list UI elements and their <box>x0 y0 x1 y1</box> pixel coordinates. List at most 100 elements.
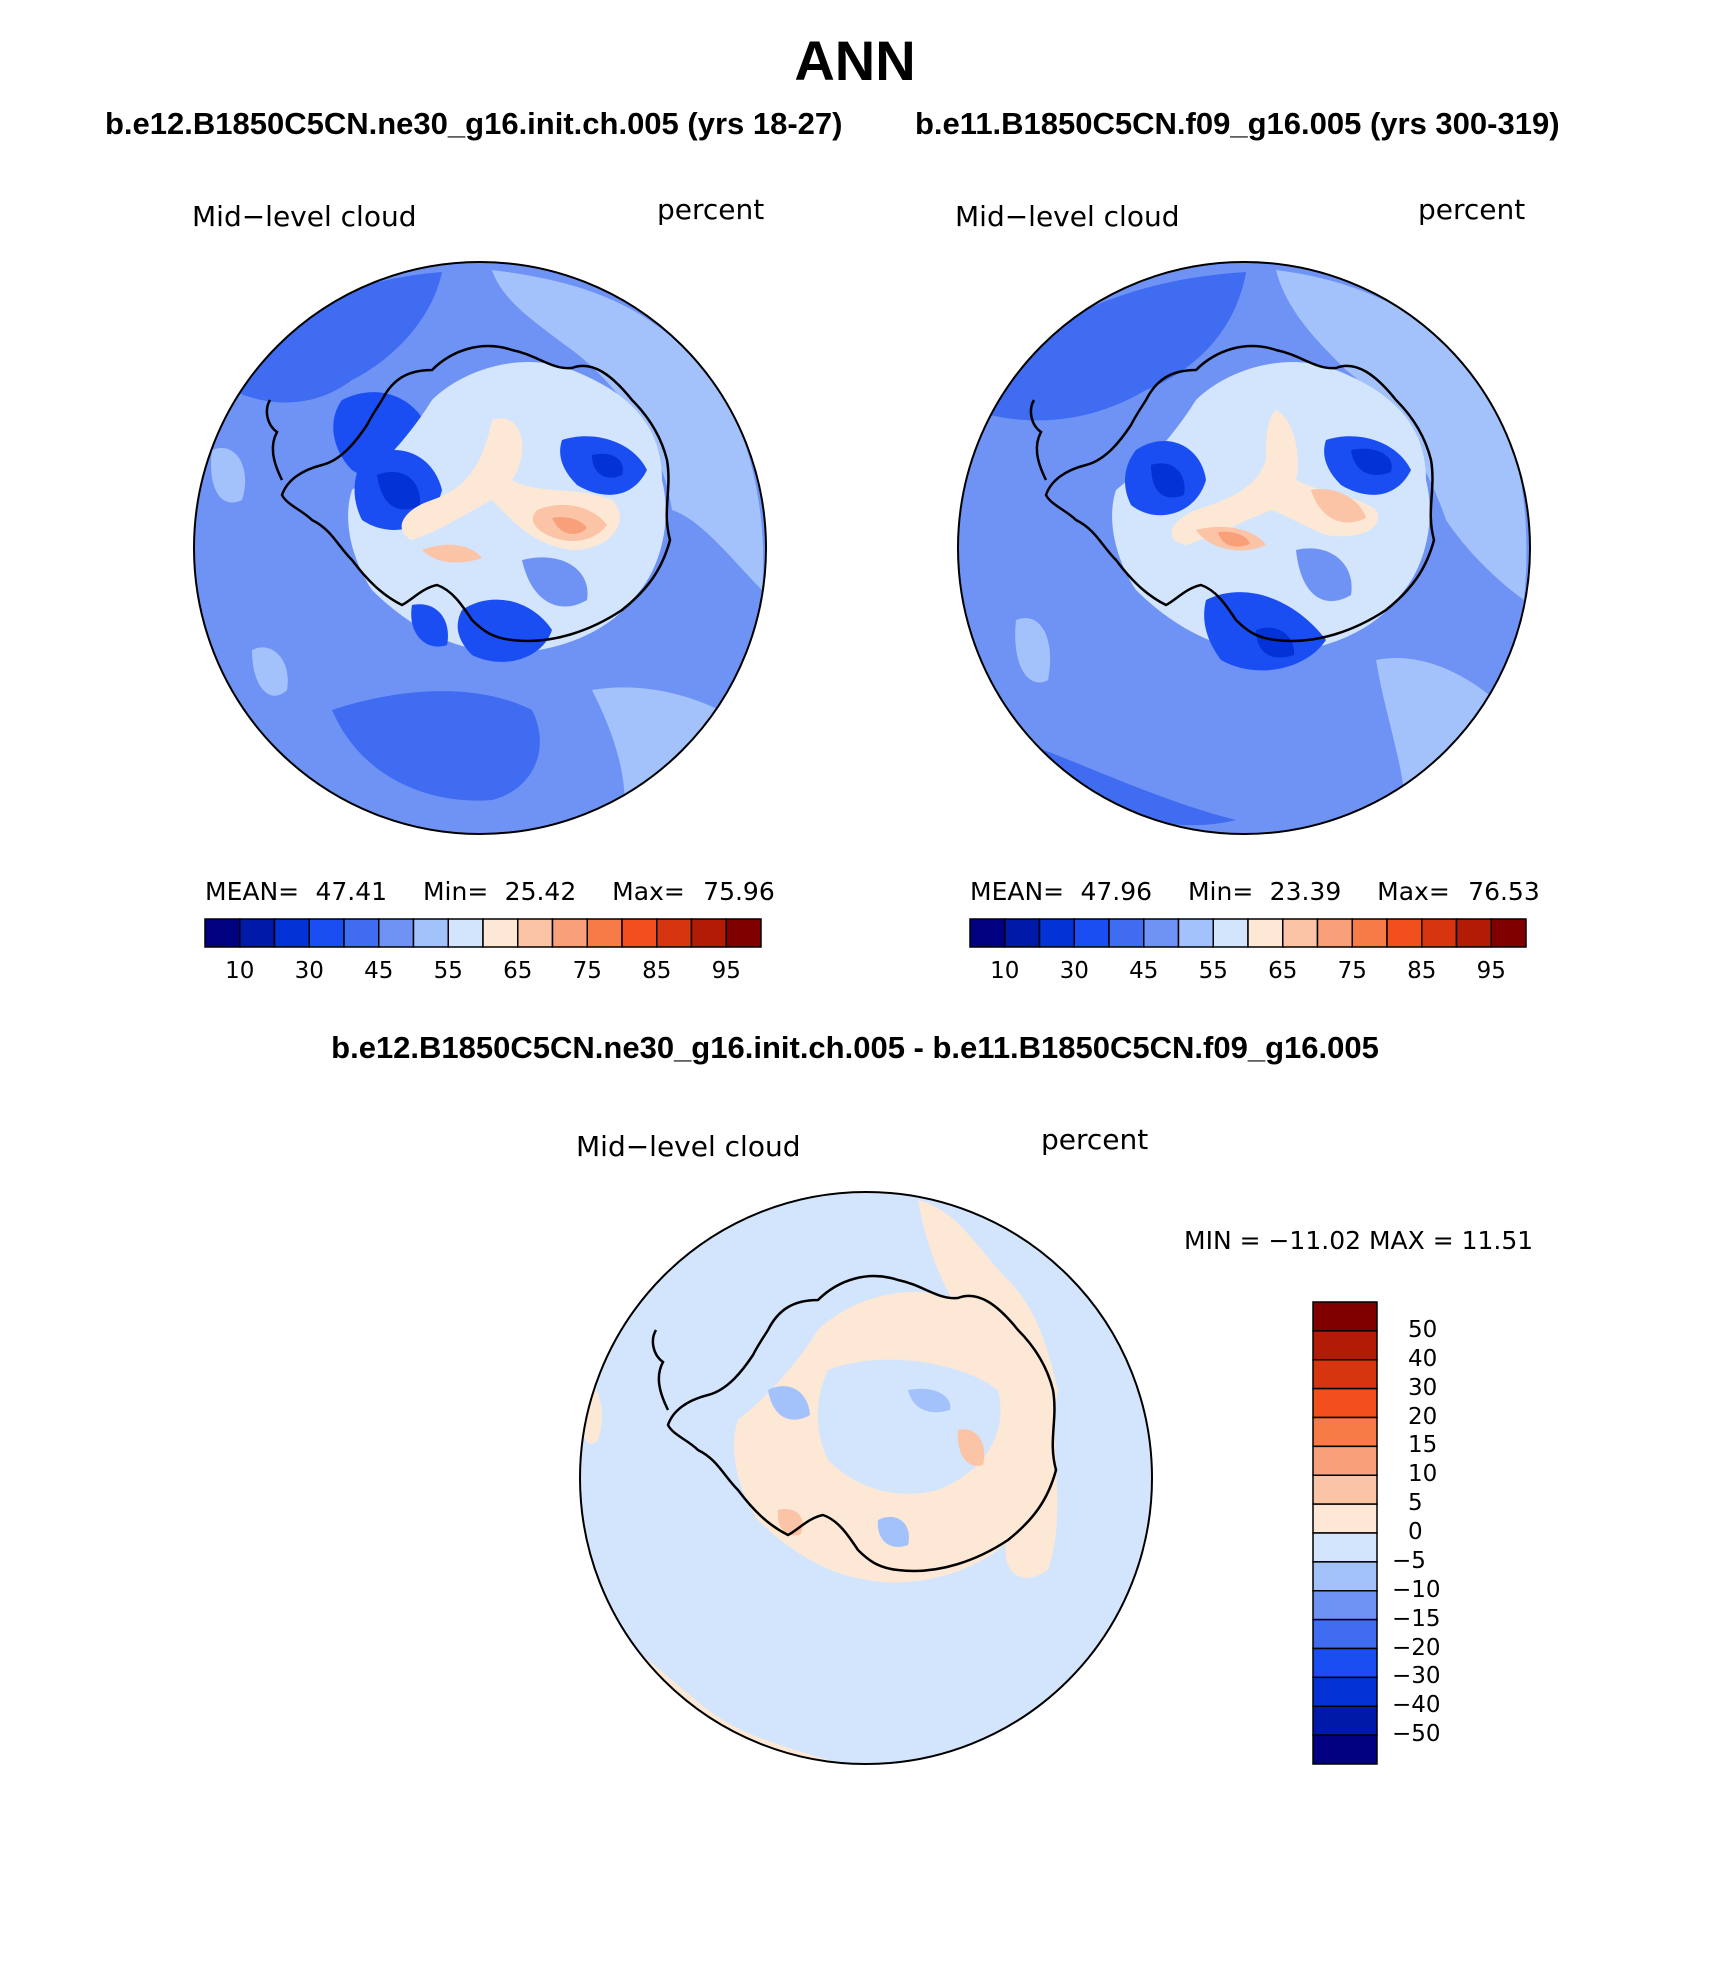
variable-label-right: Mid−level cloud <box>955 200 1180 233</box>
max-value: 75.96 <box>703 877 775 906</box>
colorbar-swatch <box>1312 1416 1378 1448</box>
mean-value: 47.41 <box>315 877 388 906</box>
colorbar-tick-label: 95 <box>1476 958 1506 984</box>
map-contour-band <box>957 1429 985 1466</box>
max-value: 76.53 <box>1468 877 1540 906</box>
coastline <box>651 1329 670 1411</box>
map-contour-band <box>817 1359 1001 1494</box>
colorbar-tick-label: −50 <box>1392 1721 1441 1748</box>
colorbar-swatch <box>1351 918 1388 948</box>
map-contour-band <box>252 647 288 696</box>
colorbar-tick-label: −30 <box>1392 1663 1441 1690</box>
map-contour-band <box>411 604 448 647</box>
colorbar-swatch <box>969 918 1006 948</box>
figure-title: ANN <box>794 29 916 92</box>
map-contour-band <box>522 557 588 607</box>
map-contour-band <box>1218 531 1250 547</box>
colorbar-swatch <box>1386 918 1423 948</box>
variable-label-diff: Mid−level cloud <box>576 1130 801 1163</box>
map-contour-band <box>1276 270 1527 600</box>
colorbar-tick-label: 95 <box>711 958 741 984</box>
colorbar-tick-label: 55 <box>1198 958 1228 984</box>
map-contour-band <box>422 544 482 563</box>
units-label-diff: percent <box>1041 1123 1149 1156</box>
colorbar-tick-label: 10 <box>225 958 255 984</box>
map-contour-band <box>1311 489 1366 523</box>
units-label-right: percent <box>1418 193 1526 226</box>
colorbar-swatch <box>447 918 484 948</box>
colorbar-swatch <box>1312 1359 1378 1390</box>
colorbar-swatch <box>1004 918 1041 948</box>
colorbar-swatch <box>1312 1561 1378 1592</box>
colorbar-tick-label: 30 <box>294 958 324 984</box>
colorbar-tick-label: 75 <box>1337 958 1367 984</box>
colorbar-ticks-left: 10 30 45 55 65 75 85 95 <box>203 958 763 988</box>
case-title-left: b.e12.B1850C5CN.ne30_g16.init.ch.005 (yr… <box>105 106 843 141</box>
colorbar-tick-label: 10 <box>1408 1461 1438 1488</box>
colorbar-tick-label: 65 <box>503 958 533 984</box>
min-value: 23.39 <box>1269 877 1342 906</box>
coastline <box>1044 344 1436 643</box>
colorbar-swatch <box>482 918 519 948</box>
min-value: 25.42 <box>504 877 577 906</box>
map-boundary <box>579 1191 1153 1765</box>
colorbar-swatch <box>1312 1445 1378 1476</box>
map-contour-band <box>1256 627 1295 658</box>
colorbar-swatch <box>204 918 241 948</box>
colorbar-swatch <box>1312 1503 1378 1534</box>
colorbar-tick-label: −10 <box>1392 1576 1441 1603</box>
colorbar-swatch <box>1455 918 1492 948</box>
colorbar-swatch <box>1312 1647 1378 1679</box>
colorbar-left <box>204 918 762 948</box>
colorbar-tick-label: −40 <box>1392 1692 1441 1719</box>
colorbar-swatch <box>1212 918 1249 948</box>
colorbar-swatch <box>1312 1618 1378 1650</box>
colorbar-tick-label: 55 <box>433 958 463 984</box>
map-contour-band <box>1296 548 1352 602</box>
colorbar-tick-label: 5 <box>1408 1490 1423 1517</box>
map-contour-band <box>592 453 623 478</box>
colorbar-swatch <box>551 918 588 948</box>
colorbar-swatch <box>1143 918 1180 948</box>
min-label: Min= <box>422 877 489 906</box>
map-contour-band <box>1376 658 1506 820</box>
map-contour-band <box>492 270 764 590</box>
diff-min-max: MIN = −11.02 MAX = 11.51 <box>1184 1226 1534 1255</box>
colorbar-tick-label: 10 <box>990 958 1020 984</box>
colorbar-swatch <box>1312 1330 1378 1361</box>
polar-map-left <box>193 261 767 835</box>
coastline <box>265 399 284 481</box>
colorbar-swatch <box>343 918 380 948</box>
coastline <box>666 1274 1058 1573</box>
colorbar-swatch <box>725 918 762 948</box>
map-boundary <box>193 261 767 835</box>
colorbar-swatch <box>1177 918 1214 948</box>
difference-title: b.e12.B1850C5CN.ne30_g16.init.ch.005 - b… <box>331 1030 1379 1065</box>
stats-left: MEAN= 47.41 Min= 25.42 Max= 75.96 <box>205 877 775 906</box>
colorbar-swatch <box>1282 918 1319 948</box>
colorbar-difference <box>1312 1301 1378 1765</box>
colorbar-tick-label: 30 <box>1408 1374 1438 1401</box>
stats-right: MEAN= 47.96 Min= 23.39 Max= 76.53 <box>970 877 1540 906</box>
colorbar-swatch <box>1312 1301 1378 1332</box>
map-contour-band <box>908 1388 951 1413</box>
min-label: Min= <box>1187 877 1254 906</box>
coastline <box>1029 399 1048 481</box>
colorbar-swatch <box>1316 918 1353 948</box>
colorbar-swatch <box>1312 1532 1378 1563</box>
map-contour-band <box>1151 463 1185 498</box>
map-contour-band <box>971 272 1246 421</box>
colorbar-tick-label: 20 <box>1408 1403 1438 1430</box>
colorbar-swatch <box>1038 918 1075 948</box>
mean-value: 47.96 <box>1080 877 1153 906</box>
map-contour-band <box>552 517 587 534</box>
colorbar-swatch <box>690 918 727 948</box>
colorbar-swatch <box>378 918 415 948</box>
mean-label: MEAN= <box>205 877 300 906</box>
colorbar-swatch <box>1421 918 1458 948</box>
colorbar-swatch <box>1312 1387 1378 1419</box>
map-contour-band <box>377 471 421 510</box>
colorbar-tick-label: 45 <box>364 958 394 984</box>
colorbar-tick-label: 85 <box>1407 958 1437 984</box>
colorbar-tick-label: 50 <box>1408 1316 1438 1343</box>
